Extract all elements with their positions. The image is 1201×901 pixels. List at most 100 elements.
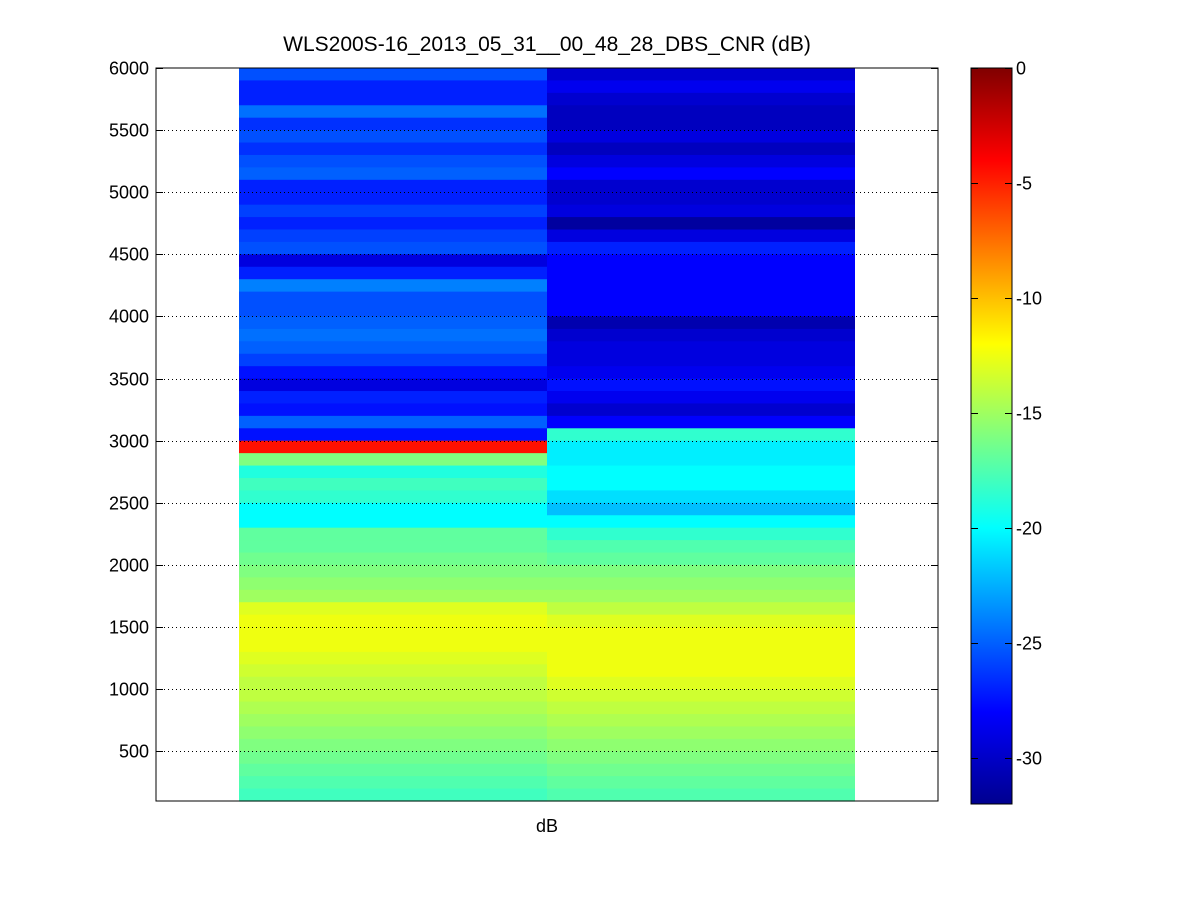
- heatmap-cell: [547, 229, 855, 243]
- heatmap-cell: [547, 627, 855, 641]
- heatmap-cell: [547, 788, 855, 802]
- heatmap-cell: [547, 192, 855, 206]
- heatmap-cell: [239, 217, 547, 231]
- heatmap-cell: [239, 105, 547, 119]
- y-tick-label: 4000: [109, 307, 149, 327]
- heatmap-cell: [239, 651, 547, 665]
- heatmap-cell: [547, 328, 855, 342]
- heatmap-cell: [547, 304, 855, 318]
- heatmap-cell: [239, 279, 547, 293]
- heatmap-cell: [239, 763, 547, 777]
- heatmap-cell: [547, 378, 855, 392]
- heatmap-cell: [547, 117, 855, 131]
- heatmap-cell: [547, 751, 855, 765]
- heatmap-cell: [547, 316, 855, 330]
- heatmap-cell: [239, 639, 547, 653]
- heatmap-cell: [547, 664, 855, 678]
- colorbar-tick-label: 0: [1016, 59, 1026, 79]
- heatmap-cell: [547, 602, 855, 616]
- heatmap-cell: [239, 465, 547, 479]
- heatmap-cell: [547, 353, 855, 367]
- heatmap-cell: [239, 117, 547, 131]
- heatmap-cell: [547, 490, 855, 504]
- heatmap-cell: [547, 92, 855, 106]
- heatmap-cell: [239, 676, 547, 690]
- y-tick-label: 3500: [109, 370, 149, 390]
- heatmap-cell: [239, 788, 547, 802]
- heatmap-cell: [239, 291, 547, 305]
- heatmap-cell: [239, 428, 547, 442]
- heatmap-cell: [239, 328, 547, 342]
- heatmap-cell: [547, 502, 855, 516]
- heatmap-cell: [239, 353, 547, 367]
- heatmap-cell: [547, 540, 855, 554]
- heatmap-cell: [547, 217, 855, 231]
- heatmap-cell: [547, 279, 855, 293]
- heatmap-cell: [239, 614, 547, 628]
- colorbar-tick-label: -15: [1016, 404, 1042, 424]
- heatmap-cell: [547, 465, 855, 479]
- heatmap-cell: [239, 490, 547, 504]
- heatmap-cell: [547, 366, 855, 380]
- heatmap-cell: [239, 738, 547, 752]
- heatmap-cell: [239, 701, 547, 715]
- heatmap-cell: [239, 130, 547, 144]
- heatmap-cell: [239, 515, 547, 529]
- heatmap-cell: [239, 664, 547, 678]
- heatmap-cell: [547, 254, 855, 268]
- heatmap-cell: [239, 341, 547, 355]
- heatmap-cell: [547, 204, 855, 218]
- heatmap-cell: [547, 589, 855, 603]
- heatmap-cell: [239, 204, 547, 218]
- heatmap-cell: [547, 738, 855, 752]
- heatmap-cell: [239, 192, 547, 206]
- heatmap-cell: [239, 453, 547, 467]
- y-tick-label: 6000: [109, 59, 149, 79]
- heatmap-cell: [239, 154, 547, 168]
- colorbar-tick-label: -25: [1016, 634, 1042, 654]
- y-tick-label: 4500: [109, 245, 149, 265]
- heatmap-cell: [547, 577, 855, 591]
- heatmap-cell: [547, 167, 855, 181]
- heatmap-cell: [547, 341, 855, 355]
- heatmap-cell: [547, 241, 855, 255]
- heatmap-cell: [547, 154, 855, 168]
- colorbar-ticks: 0 -5 -10 -15 -20 -25 -30: [971, 59, 1042, 769]
- heatmap-cell: [239, 366, 547, 380]
- heatmap-cell: [239, 254, 547, 268]
- heatmap-cell: [239, 602, 547, 616]
- heatmap-cell: [547, 714, 855, 728]
- heatmap-cell: [547, 403, 855, 417]
- y-tick-label: 3000: [109, 432, 149, 452]
- heatmap-cell: [239, 415, 547, 429]
- heatmap-cell: [239, 80, 547, 94]
- heatmap-cell: [239, 179, 547, 193]
- heatmap-cell: [547, 453, 855, 467]
- heatmap-cell: [547, 105, 855, 119]
- heatmap-cell: [239, 167, 547, 181]
- heatmap-cell: [547, 266, 855, 280]
- heatmap-cell: [239, 229, 547, 243]
- y-axis-ticks: 500 1000 1500 2000 2500 3000 3500 4000 4500 5000 5…: [109, 59, 938, 762]
- heatmap-cell: [239, 68, 547, 82]
- heatmap-cell: [547, 68, 855, 82]
- heatmap-cell: [239, 751, 547, 765]
- heatmap-cell: [239, 589, 547, 603]
- heatmap-cell: [547, 440, 855, 454]
- heatmap-cell: [239, 714, 547, 728]
- heatmap-cell: [239, 577, 547, 591]
- heatmap-cell: [239, 689, 547, 703]
- heatmap-cell: [547, 428, 855, 442]
- heatmap-cell: [547, 391, 855, 405]
- heatmap-cell: [239, 378, 547, 392]
- heatmap-cell: [547, 142, 855, 156]
- heatmap-cell: [547, 80, 855, 94]
- x-axis-label: dB: [536, 816, 558, 836]
- heatmap-cell: [239, 304, 547, 318]
- plot-frame: [155, 67, 939, 802]
- heatmap-cell: [239, 440, 547, 454]
- heatmap-cell: [239, 776, 547, 790]
- y-tick-label: 2500: [109, 494, 149, 514]
- heatmap-cell: [239, 540, 547, 554]
